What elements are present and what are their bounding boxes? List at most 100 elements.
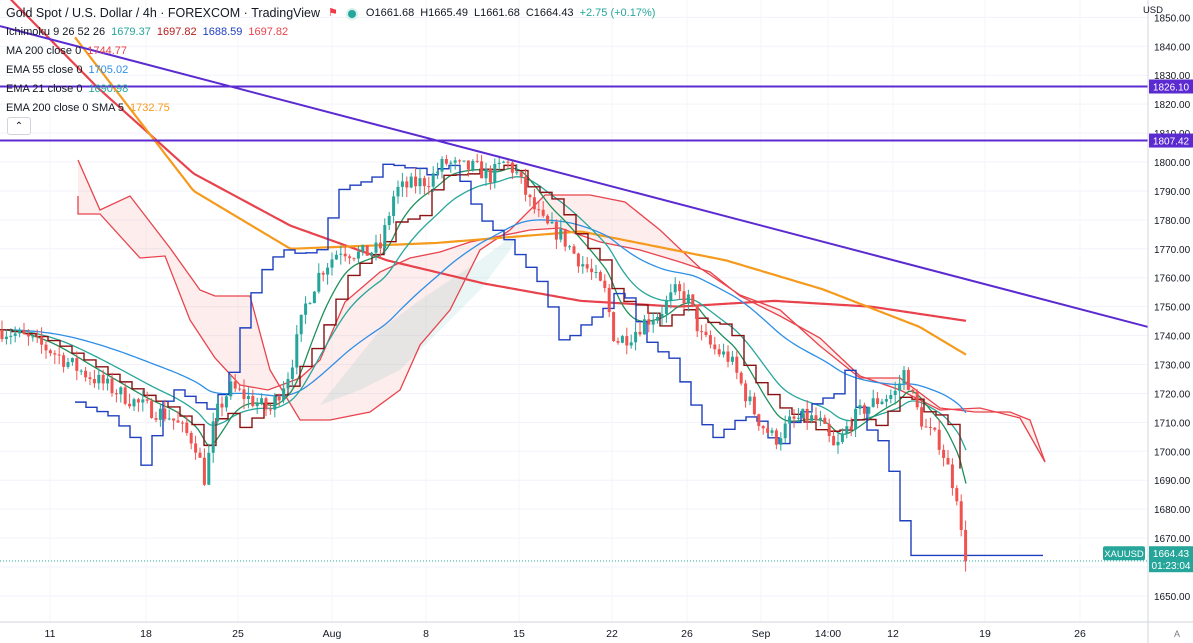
candle-body xyxy=(955,488,959,502)
collapse-legend-button[interactable]: ⌃ xyxy=(7,117,31,135)
candle-body xyxy=(480,161,484,179)
candle-body xyxy=(185,422,189,433)
time-tick-label: 8 xyxy=(423,628,429,640)
candle-body xyxy=(805,408,809,421)
last-price-text: 1664.43 xyxy=(1153,549,1190,560)
time-tick-label: 25 xyxy=(232,628,244,640)
candle-body xyxy=(669,292,673,301)
time-tick-label: 11 xyxy=(45,628,56,640)
candle-body xyxy=(541,209,545,216)
candle-body xyxy=(612,312,616,342)
candle-body xyxy=(295,334,299,368)
price-tick-label: 1780.00 xyxy=(1154,216,1191,227)
candle-body xyxy=(462,160,466,162)
candle-body xyxy=(378,242,382,249)
price-tick-label: 1690.00 xyxy=(1154,476,1191,487)
candle-body xyxy=(871,398,875,407)
candle-body xyxy=(312,291,316,304)
candle-body xyxy=(9,335,13,337)
candle-body xyxy=(625,336,629,346)
candle-body xyxy=(867,406,871,414)
indicator-ema21[interactable]: EMA 21 close 0 1690.98 xyxy=(6,83,129,95)
flag-icon[interactable]: ⚑ xyxy=(328,7,338,19)
ema200-line xyxy=(74,36,967,356)
time-tick-label: 26 xyxy=(1074,628,1086,640)
candle-body xyxy=(35,336,39,338)
candle-body xyxy=(572,246,576,254)
candle-body xyxy=(392,196,396,216)
candle-body xyxy=(849,426,853,430)
candle-body xyxy=(246,396,250,400)
horizontal-levels[interactable] xyxy=(0,85,1148,142)
candle-body xyxy=(620,336,624,343)
candle-body xyxy=(229,381,233,397)
candle-body xyxy=(396,186,400,197)
indicator-ma200[interactable]: MA 200 close 0 1744.77 xyxy=(6,45,127,57)
candle-body xyxy=(79,370,83,372)
auto-scale-button[interactable]: A xyxy=(1174,629,1180,639)
candle-body xyxy=(774,430,778,445)
candle-body xyxy=(449,162,453,164)
trendline[interactable] xyxy=(0,25,1149,328)
price-tick-label: 1720.00 xyxy=(1154,389,1191,400)
candle-body xyxy=(167,418,171,420)
candle-body xyxy=(937,429,941,450)
candle-body xyxy=(440,158,444,172)
downtrend-line[interactable] xyxy=(0,25,1149,328)
candle-body xyxy=(458,160,462,162)
indicator-ichimoku[interactable]: Ichimoku 9 26 52 26 1679.37 1697.82 1688… xyxy=(6,26,289,38)
candle-body xyxy=(128,403,132,407)
candle-body xyxy=(383,225,387,249)
candle-body xyxy=(207,452,211,485)
candle-body xyxy=(704,331,708,336)
candle-body xyxy=(26,333,30,337)
candle-body xyxy=(18,329,22,334)
candle-body xyxy=(590,268,594,273)
candle-body xyxy=(519,172,523,177)
candle-body xyxy=(524,176,528,195)
price-axis[interactable]: 1650.001660.001670.001680.001690.001700.… xyxy=(1103,13,1193,603)
candle-body xyxy=(163,408,167,420)
candle-body xyxy=(352,258,356,260)
candle-body xyxy=(713,344,717,350)
candle-body xyxy=(854,408,858,430)
cloud-fill xyxy=(78,160,1045,462)
time-tick-label: 15 xyxy=(513,628,525,640)
price-tick-label: 1730.00 xyxy=(1154,361,1191,372)
time-tick-label: 19 xyxy=(979,628,991,640)
candle-body xyxy=(4,336,8,340)
candle-body xyxy=(348,256,352,259)
candle-body xyxy=(0,329,4,340)
candle-body xyxy=(361,245,365,252)
symbol-title[interactable]: Gold Spot / U.S. Dollar xyxy=(6,6,133,20)
candle-body xyxy=(444,158,448,164)
currency-label[interactable]: USD xyxy=(1142,5,1163,16)
ema55-line xyxy=(0,219,967,414)
candle-body xyxy=(708,335,712,345)
candle-body xyxy=(13,333,17,336)
candle-body xyxy=(101,374,105,384)
time-axis[interactable]: 11 18 25 Aug 8 15 22 26 Sep 14:00 12 19 26 A xyxy=(45,628,1180,640)
candle-body xyxy=(53,353,57,355)
indicator-ema55[interactable]: EMA 55 close 0 1705.02 xyxy=(6,64,129,76)
candle-body xyxy=(251,396,255,407)
level-price-tag xyxy=(1149,79,1193,94)
candle-body xyxy=(343,253,347,257)
candle-body xyxy=(554,221,558,240)
candle-body xyxy=(31,336,35,338)
price-tick-label: 1740.00 xyxy=(1154,332,1191,343)
candle-body xyxy=(431,173,435,187)
candle-body xyxy=(202,457,206,485)
indicator-ema200[interactable]: EMA 200 close 0 SMA 5 1732.75 xyxy=(6,102,170,114)
candle-body xyxy=(339,253,343,255)
ma200-line xyxy=(9,0,967,322)
candle-body xyxy=(840,433,844,442)
interval[interactable]: 4h xyxy=(142,6,157,20)
candle-body xyxy=(946,457,950,465)
candle-body xyxy=(418,178,422,187)
candle-body xyxy=(682,291,686,304)
platform: TradingView xyxy=(251,6,321,20)
candle-body xyxy=(651,320,655,325)
candle-body xyxy=(286,378,290,389)
